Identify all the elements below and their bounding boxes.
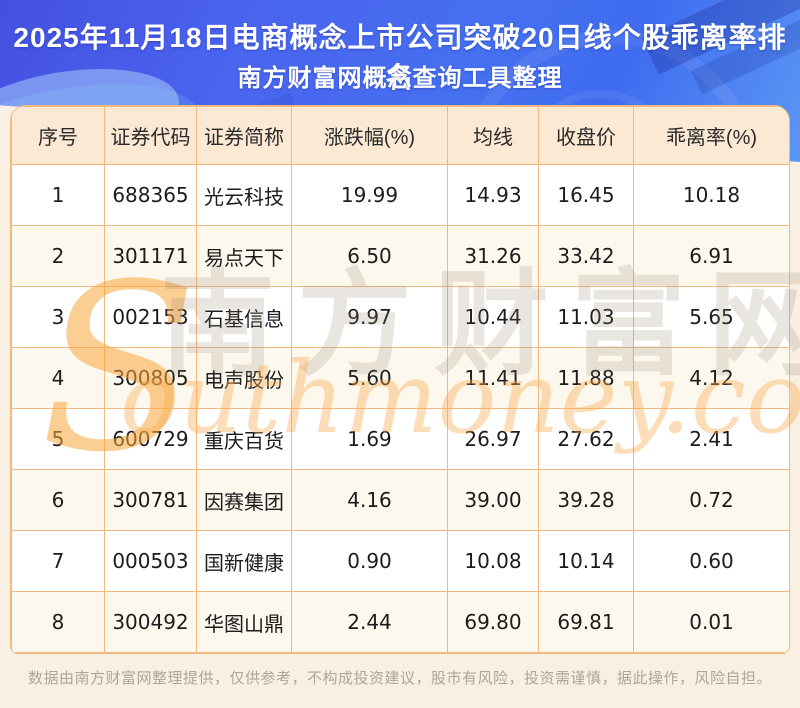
disclaimer-text: 数据由南方财富网整理提供，仅供参考，不构成投资建议，股市有风险，投资需谨慎，据此… — [27, 670, 772, 687]
table-cell: 0.90 — [291, 530, 448, 592]
column-header: 收盘价 — [538, 106, 634, 165]
table-cell: 易点天下 — [196, 225, 292, 287]
table-cell: 5.65 — [633, 286, 789, 348]
column-header: 序号 — [11, 106, 105, 165]
table-cell: 33.42 — [538, 225, 634, 287]
table-cell: 11.41 — [447, 347, 539, 409]
table-cell: 11.88 — [538, 347, 634, 409]
ranking-table-panel: 序号 证券代码 证券简称 涨跌幅(%) 均线 收盘价 乖离率(%) 1 688365 光云科技 1… — [10, 105, 790, 654]
table-cell: 7 — [11, 530, 105, 592]
table-cell: 39.00 — [447, 469, 539, 531]
table-row: 8 300492 华图山鼎 2.44 69.80 69.81 0.01 — [11, 591, 789, 653]
table-cell: 重庆百货 — [196, 408, 292, 470]
table-cell: 300492 — [104, 591, 197, 653]
column-header: 证券代码 — [104, 106, 197, 165]
table-cell: 2 — [11, 225, 105, 287]
table-cell: 9.97 — [291, 286, 448, 348]
table-cell: 8 — [11, 591, 105, 653]
table-cell: 2.41 — [633, 408, 789, 470]
table-cell: 0.01 — [633, 591, 789, 653]
table-cell: 688365 — [104, 164, 197, 226]
table-cell: 6.91 — [633, 225, 789, 287]
table-cell: 10.08 — [447, 530, 539, 592]
table-cell: 国新健康 — [196, 530, 292, 592]
column-header: 乖离率(%) — [633, 106, 789, 165]
table-cell: 6.50 — [291, 225, 448, 287]
table-cell: 300805 — [104, 347, 197, 409]
table-cell: 0.72 — [633, 469, 789, 531]
table-cell: 6 — [11, 469, 105, 531]
page-subtitle: 南方财富网概念查询工具整理 — [237, 65, 563, 92]
table-cell: 2.44 — [291, 591, 448, 653]
table-cell: 14.93 — [447, 164, 539, 226]
table-cell: 27.62 — [538, 408, 634, 470]
table-cell: 10.44 — [447, 286, 539, 348]
table-row: 7 000503 国新健康 0.90 10.08 10.14 0.60 — [11, 530, 789, 592]
table-cell: 电声股份 — [196, 347, 292, 409]
table-cell: 因赛集团 — [196, 469, 292, 531]
table-cell: 16.45 — [538, 164, 634, 226]
ranking-table: 序号 证券代码 证券简称 涨跌幅(%) 均线 收盘价 乖离率(%) 1 688365 光云科技 1… — [11, 106, 789, 653]
table-cell: 600729 — [104, 408, 197, 470]
column-header: 证券简称 — [196, 106, 292, 165]
table-cell: 000503 — [104, 530, 197, 592]
table-cell: 300781 — [104, 469, 197, 531]
table-cell: 69.81 — [538, 591, 634, 653]
table-header-row: 序号 证券代码 证券简称 涨跌幅(%) 均线 收盘价 乖离率(%) — [11, 106, 789, 165]
table-cell: 10.14 — [538, 530, 634, 592]
table-cell: 3 — [11, 286, 105, 348]
table-cell: 1.69 — [291, 408, 448, 470]
table-cell: 11.03 — [538, 286, 634, 348]
table-cell: 石基信息 — [196, 286, 292, 348]
table-cell: 4 — [11, 347, 105, 409]
page-title: 2025年11月18日电商概念上市公司突破20日线个股乖离率排名 — [13, 22, 787, 93]
table-cell: 39.28 — [538, 469, 634, 531]
table-cell: 5.60 — [291, 347, 448, 409]
table-row: 3 002153 石基信息 9.97 10.44 11.03 5.65 — [11, 286, 789, 348]
column-header: 涨跌幅(%) — [291, 106, 448, 165]
table-row: 2 301171 易点天下 6.50 31.26 33.42 6.91 — [11, 225, 789, 287]
table-cell: 4.12 — [633, 347, 789, 409]
table-cell: 69.80 — [447, 591, 539, 653]
table-cell: 华图山鼎 — [196, 591, 292, 653]
table-cell: 5 — [11, 408, 105, 470]
table-cell: 301171 — [104, 225, 197, 287]
column-header: 均线 — [447, 106, 539, 165]
table-row: 4 300805 电声股份 5.60 11.41 11.88 4.12 — [11, 347, 789, 409]
table-cell: 4.16 — [291, 469, 448, 531]
table-cell: 31.26 — [447, 225, 539, 287]
table-cell: 10.18 — [633, 164, 789, 226]
table-row: 5 600729 重庆百货 1.69 26.97 27.62 2.41 — [11, 408, 789, 470]
table-cell: 002153 — [104, 286, 197, 348]
table-body: 1 688365 光云科技 19.99 14.93 16.45 10.18 2 301171 易点… — [11, 164, 789, 653]
table-cell: 26.97 — [447, 408, 539, 470]
table-cell: 0.60 — [633, 530, 789, 592]
table-cell: 光云科技 — [196, 164, 292, 226]
table-row: 1 688365 光云科技 19.99 14.93 16.45 10.18 — [11, 164, 789, 226]
table-cell: 1 — [11, 164, 105, 226]
table-row: 6 300781 因赛集团 4.16 39.00 39.28 0.72 — [11, 469, 789, 531]
table-cell: 19.99 — [291, 164, 448, 226]
